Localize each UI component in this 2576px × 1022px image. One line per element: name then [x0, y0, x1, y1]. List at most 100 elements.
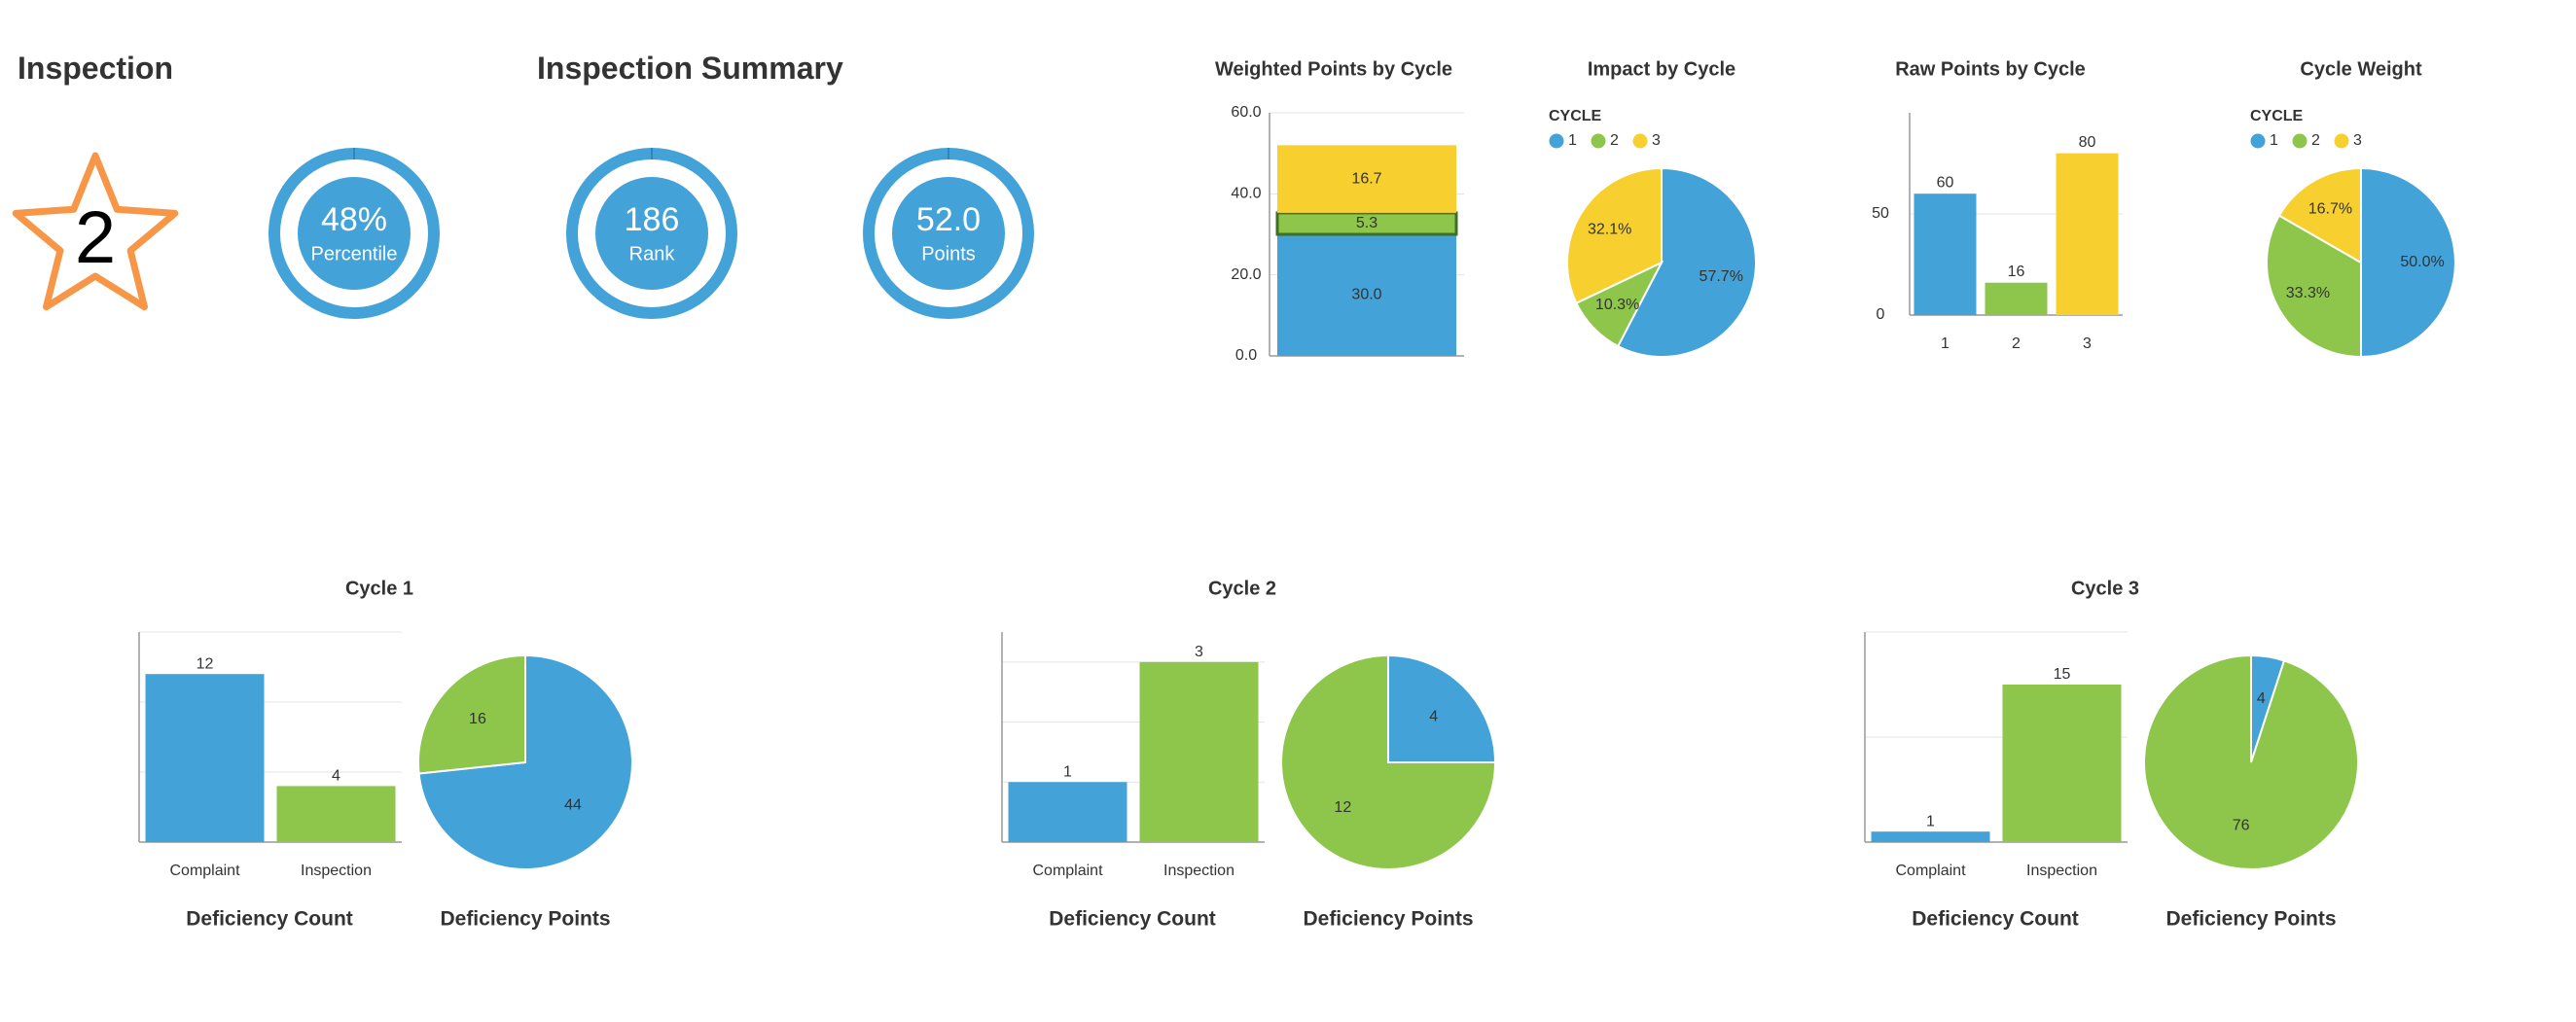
cycle-weight-slice-3 [2277, 166, 2362, 264]
raw-points-xtick-1: 1 [1941, 335, 1950, 352]
percentile-gauge-label: Percentile [311, 243, 398, 264]
cycle-weight-legend-title: CYCLE [2250, 108, 2304, 124]
rank-gauge-value: 186 [625, 201, 680, 238]
percentile-gauge-core [298, 177, 411, 290]
cycle-3-count-xtick-complaint: Complaint [1895, 863, 1966, 879]
points-gauge-label: Points [921, 243, 976, 264]
cycle-1-points-slice-2 [417, 653, 526, 775]
cycle-3-count-bar-label-inspection: 15 [2054, 666, 2071, 683]
cycle-1-count-xtick-inspection: Inspection [301, 863, 372, 879]
cycle-weight-slice-label-2: 33.3% [2286, 285, 2330, 301]
cycle-weight-slice-1 [2360, 166, 2456, 359]
weighted-points-ytick: 40.0 [1231, 186, 1261, 202]
cycle-3-count-bar-complaint [1871, 831, 1990, 842]
star-badge-value: 2 [75, 196, 116, 279]
impact-slice-label-1: 57.7% [1699, 268, 1743, 285]
cycle-weight-slice-label-3: 16.7% [2308, 201, 2352, 218]
cycle-2-points-slice-label-2: 12 [1334, 799, 1351, 816]
raw-points-bar-cycle-3 [2056, 153, 2119, 315]
raw-points-xtick-3: 3 [2083, 335, 2092, 352]
cycle-1-points-title: Deficiency Points [440, 908, 610, 931]
weighted-points-ytick: 0.0 [1235, 347, 1257, 364]
cycle-1-count-bar-label-complaint: 12 [197, 655, 214, 672]
cycle-1-title: Cycle 1 [345, 578, 413, 599]
weighted-points-bar-cycle-3 [1277, 145, 1456, 213]
cycle-1-count-bar-label-inspection: 4 [332, 768, 340, 785]
cycle-weight-legend-label-2: 2 [2311, 132, 2320, 149]
cycle-2-count-bar-label-complaint: 1 [1063, 764, 1072, 781]
impact-slice-label-2: 10.3% [1595, 297, 1639, 313]
impact-legend-marker-1 [1549, 133, 1564, 149]
impact-title: Impact by Cycle [1588, 58, 1735, 80]
weighted-points-bar-cycle-2 [1275, 211, 1458, 236]
cycle-3-points-slice-2 [2142, 653, 2359, 870]
star-icon [12, 152, 179, 311]
raw-points-bar-label-1: 60 [1937, 174, 1954, 191]
raw-points-title: Raw Points by Cycle [1895, 58, 2086, 80]
cycle-1-count-title: Deficiency Count [186, 908, 353, 931]
cycle-3-title: Cycle 3 [2071, 578, 2139, 599]
raw-points-bar-label-2: 16 [2008, 264, 2025, 280]
points-gauge-core [892, 177, 1005, 290]
percentile-gauge-value: 48% [321, 201, 387, 238]
cycle-3-count-xtick-inspection: Inspection [2026, 863, 2097, 879]
cycle-3-count-bar-label-complaint: 1 [1926, 813, 1935, 829]
points-gauge-value: 52.0 [916, 201, 981, 238]
raw-points-ytick: 50 [1872, 205, 1889, 222]
cycle-2-title: Cycle 2 [1208, 578, 1276, 599]
cycle-2-points-slice-label-1: 4 [1429, 709, 1438, 725]
raw-points-ytick: 0 [1877, 306, 1885, 323]
impact-legend-label-2: 2 [1610, 132, 1619, 149]
cycle-2-count-bar-label-inspection: 3 [1195, 644, 1203, 660]
cycle-weight-legend-label-1: 1 [2270, 132, 2278, 149]
cycle-3-count-title: Deficiency Count [1912, 908, 2079, 931]
weighted-points-bar-label-2: 5.3 [1356, 215, 1377, 231]
raw-points-bar-label-3: 80 [2079, 134, 2096, 151]
cycle-2-count-bar-inspection [1139, 661, 1259, 842]
cycle-1-count-bar-inspection [276, 786, 396, 842]
weighted-points-bar-label-1: 30.0 [1351, 287, 1381, 303]
cycle-3-points-title: Deficiency Points [2165, 908, 2336, 931]
raw-points-bar-cycle-2 [1985, 282, 2048, 315]
cycle-1-points-slice-label-1: 44 [564, 796, 582, 813]
cycle-weight-slice-label-1: 50.0% [2400, 254, 2444, 270]
cycle-weight-legend-label-3: 3 [2353, 132, 2362, 149]
impact-slice-1 [1616, 166, 1757, 358]
cycle-3-count-bar-inspection [2002, 685, 2122, 842]
rank-gauge-label: Rank [629, 243, 676, 264]
cycle-weight-legend-marker-3 [2334, 133, 2349, 149]
cycle-weight-legend-marker-2 [2292, 133, 2308, 149]
raw-points-bar-cycle-1 [1914, 194, 1977, 315]
cycle-2-points-slice-2 [1280, 653, 1497, 870]
cycle-1-count-xtick-complaint: Complaint [169, 863, 240, 879]
rank-gauge-core [595, 177, 708, 290]
impact-legend-title: CYCLE [1549, 108, 1602, 124]
weighted-points-ytick: 60.0 [1231, 104, 1261, 121]
inspection-summary-title: Inspection Summary [537, 51, 843, 86]
cycle-2-count-xtick-complaint: Complaint [1032, 863, 1103, 879]
cycle-1-count-bar-complaint [145, 674, 265, 842]
cycle-weight-slice-2 [2266, 214, 2362, 359]
weighted-points-ytick: 20.0 [1231, 266, 1261, 283]
impact-legend-label-3: 3 [1652, 132, 1661, 149]
impact-legend-label-1: 1 [1568, 132, 1577, 149]
cycle-weight-title: Cycle Weight [2300, 58, 2422, 80]
cycle-3-points-slice-label-1: 4 [2257, 690, 2266, 707]
weighted-points-title: Weighted Points by Cycle [1215, 58, 1452, 80]
inspection-title: Inspection [18, 51, 174, 86]
cycle-2-points-slice-1 [1387, 653, 1497, 763]
impact-legend-marker-3 [1632, 133, 1648, 149]
impact-slice-label-3: 32.1% [1588, 222, 1631, 238]
cycle-2-count-xtick-inspection: Inspection [1163, 863, 1234, 879]
cycle-weight-legend-marker-1 [2250, 133, 2266, 149]
impact-slice-3 [1566, 166, 1663, 305]
cycle-2-count-bar-complaint [1008, 782, 1127, 842]
cycle-1-points-slice-label-2: 16 [469, 711, 486, 727]
raw-points-xtick-2: 2 [2012, 335, 2021, 352]
cycle-3-points-slice-label-2: 76 [2233, 817, 2250, 833]
weighted-points-bar-cycle-1 [1277, 234, 1456, 356]
cycle-2-count-title: Deficiency Count [1049, 908, 1216, 931]
cycle-2-points-title: Deficiency Points [1303, 908, 1473, 931]
